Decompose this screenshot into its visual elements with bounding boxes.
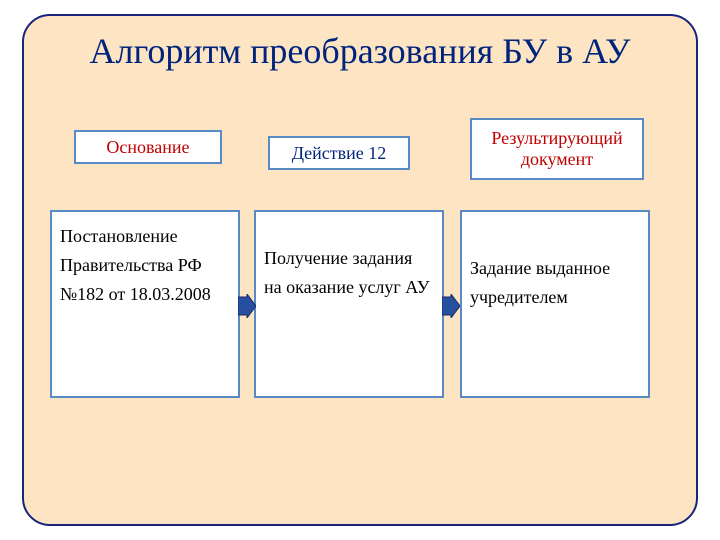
label-result-text: Результирующий документ — [472, 128, 642, 169]
box-basis-line1: Постановление — [60, 222, 230, 251]
arrow-1-icon — [238, 294, 256, 318]
box-result-line2: учредителем — [470, 283, 640, 312]
box-basis-line3: №182 от 18.03.2008 — [60, 280, 230, 309]
label-basis-text: Основание — [106, 137, 189, 158]
box-basis-line2: Правительства РФ — [60, 251, 230, 280]
main-panel: Алгоритм преобразования БУ в АУ Основани… — [22, 14, 698, 526]
label-action: Действие 12 — [268, 136, 410, 170]
box-basis: Постановление Правительства РФ №182 от 1… — [50, 210, 240, 398]
box-result: Задание выданное учредителем — [460, 210, 650, 398]
box-action-line1: Получение задания — [264, 244, 434, 273]
box-result-line1: Задание выданное — [470, 254, 640, 283]
label-action-text: Действие 12 — [292, 143, 387, 164]
arrow-2-icon — [442, 294, 460, 318]
box-action-line2: на оказание услуг АУ — [264, 273, 434, 302]
label-basis: Основание — [74, 130, 222, 164]
diagram-title: Алгоритм преобразования БУ в АУ — [24, 30, 696, 72]
box-action: Получение задания на оказание услуг АУ — [254, 210, 444, 398]
label-result: Результирующий документ — [470, 118, 644, 180]
